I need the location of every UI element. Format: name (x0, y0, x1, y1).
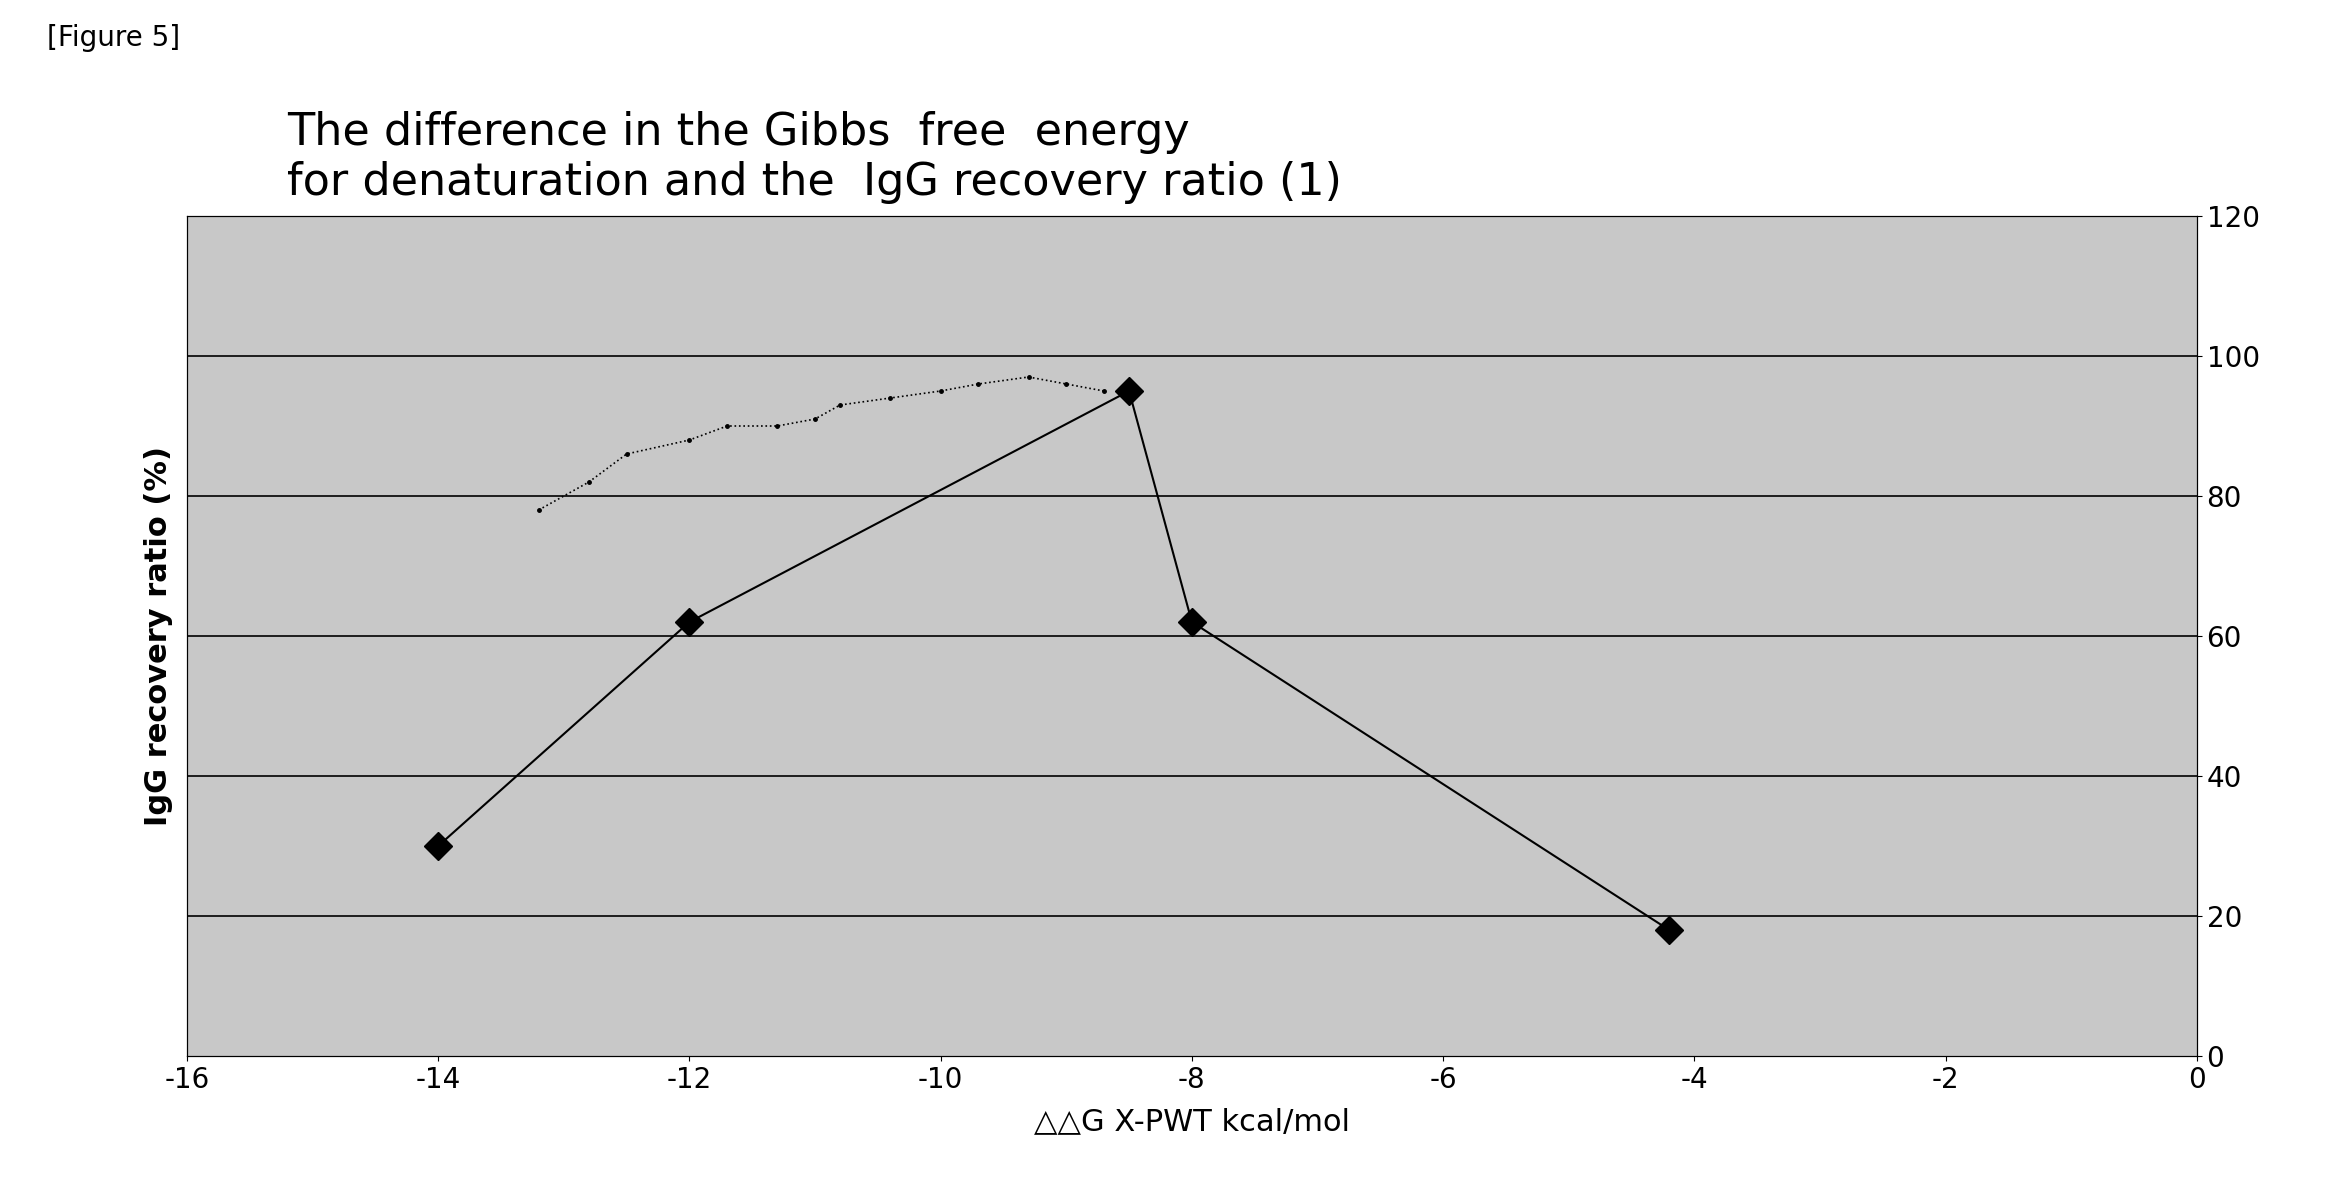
X-axis label: △△G X-PWT kcal/mol: △△G X-PWT kcal/mol (1033, 1108, 1351, 1136)
Text: [Figure 5]: [Figure 5] (47, 24, 180, 52)
Text: The difference in the Gibbs  free  energy
for denaturation and the  IgG recovery: The difference in the Gibbs free energy … (287, 112, 1341, 204)
Y-axis label: IgG recovery ratio (%): IgG recovery ratio (%) (145, 446, 173, 826)
